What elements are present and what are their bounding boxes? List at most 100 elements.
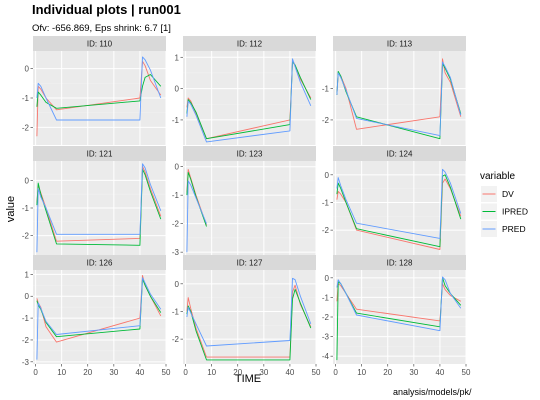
series-line-ipred [336, 174, 462, 248]
y-tick-label: 1 [175, 53, 180, 62]
x-tick-label: 0 [33, 368, 38, 377]
series-line-pred [186, 58, 312, 143]
panel-strip-label: ID: 127 [237, 259, 263, 268]
legend-label-pred: PRED [502, 224, 526, 234]
y-tick-label: 1 [25, 270, 30, 279]
x-tick-label: 0 [183, 368, 188, 377]
legend-title: variable [480, 171, 515, 182]
panel-strip-label: ID: 121 [87, 150, 113, 159]
y-tick-label: -2 [322, 313, 330, 322]
panel-background [183, 161, 316, 255]
y-tick-label: -1 [22, 204, 30, 213]
y-tick-label: -3 [22, 358, 30, 367]
panel-strip [183, 36, 316, 51]
y-tick-label: -4 [322, 352, 330, 361]
series-line-ipred [336, 277, 462, 361]
x-tick-label: 20 [233, 368, 242, 377]
series-line-ipred [36, 278, 162, 338]
y-tick-label: -2 [172, 220, 180, 229]
y-tick-label: -1 [322, 293, 330, 302]
x-tick-label: 10 [357, 368, 366, 377]
y-tick-label: 0 [25, 292, 30, 301]
y-axis-title: value [5, 196, 17, 222]
x-tick-label: 50 [162, 368, 171, 377]
y-tick-label: 0 [175, 85, 180, 94]
y-tick-label: -2 [172, 335, 180, 344]
chart-subtitle: Ofv: -656.869, Eps shrink: 6.7 [1] [32, 23, 171, 34]
panel: ID: 110 0 -1 -2 [22, 36, 167, 145]
panel-strip-label: ID: 112 [237, 40, 263, 49]
panel-strip [333, 146, 466, 161]
x-tick-label: 40 [435, 368, 444, 377]
panel-strip [33, 255, 166, 270]
y-tick-label: -1 [172, 116, 180, 125]
y-tick-label: -1 [22, 94, 30, 103]
series-line-pred [36, 56, 162, 121]
series-line-ipred [336, 63, 462, 140]
panel-strip [183, 146, 316, 161]
y-tick-label: -1 [172, 307, 180, 316]
panel-background [183, 270, 316, 364]
y-tick-label: -3 [322, 333, 330, 342]
series-line-pred [336, 276, 462, 332]
y-tick-label: 0 [175, 280, 180, 289]
series-line-pred [36, 163, 162, 253]
series-line-pred [336, 61, 462, 137]
y-tick-label: -1 [172, 191, 180, 200]
x-tick-label: 30 [109, 368, 118, 377]
y-tick-label: 0 [175, 163, 180, 172]
series-line-pred [186, 180, 207, 253]
x-tick-label: 10 [207, 368, 216, 377]
panel-strip-label: ID: 128 [387, 259, 413, 268]
series-line-pred [186, 277, 312, 347]
caption: analysis/models/pk/ [393, 387, 472, 397]
series-line-dv [186, 284, 312, 358]
y-tick-label: 0 [25, 176, 30, 185]
x-tick-label: 20 [83, 368, 92, 377]
x-tick-label: 50 [312, 368, 321, 377]
y-tick-label: -1 [322, 198, 330, 207]
x-tick-label: 30 [409, 368, 418, 377]
y-tick-label: -2 [22, 123, 30, 132]
y-tick-label: 0 [325, 274, 330, 283]
x-tick-label: 10 [57, 368, 66, 377]
x-tick-label: 20 [383, 368, 392, 377]
series-line-dv [336, 283, 462, 322]
y-tick-label: -2 [22, 232, 30, 241]
panel-strip-label: ID: 124 [387, 150, 413, 159]
panel-background [33, 270, 166, 364]
panel: ID: 113 -1 -2 [322, 36, 467, 145]
panel-strip-label: ID: 123 [237, 150, 263, 159]
panel: ID: 123 0 -1 -2 -3 [172, 146, 317, 257]
series-line-pred [36, 277, 162, 360]
series-line-ipred [186, 61, 312, 140]
panel-strip-label: ID: 110 [87, 40, 113, 49]
panel-strip-label: ID: 113 [387, 40, 413, 49]
legend-label-ipred: IPRED [502, 207, 528, 217]
legend-label-dv: DV [502, 189, 514, 199]
y-tick-label: -2 [22, 336, 30, 345]
y-tick-label: -1 [22, 314, 30, 323]
x-tick-label: 50 [462, 368, 471, 377]
x-axis-title: TIME [235, 373, 261, 385]
panel-strip [333, 255, 466, 270]
panel-background [333, 51, 466, 145]
series-line-dv [36, 60, 162, 137]
series-line-ipred [36, 168, 162, 246]
series-line-ipred [36, 74, 162, 109]
y-tick-label: -2 [322, 116, 330, 125]
y-tick-label: 0 [25, 65, 30, 74]
y-tick-label: -1 [322, 85, 330, 94]
panel-background [333, 161, 466, 255]
series-line-dv [336, 178, 462, 250]
x-tick-label: 40 [285, 368, 294, 377]
series-line-ipred [186, 288, 312, 361]
chart-title: Individual plots | run001 [32, 2, 181, 17]
y-tick-label: -2 [322, 226, 330, 235]
series-line-pred [336, 168, 462, 239]
panel: ID: 124 0 -1 -2 [322, 146, 467, 255]
panel: ID: 127 0 -1 -2 0 10 20 30 40 50 [172, 255, 321, 377]
